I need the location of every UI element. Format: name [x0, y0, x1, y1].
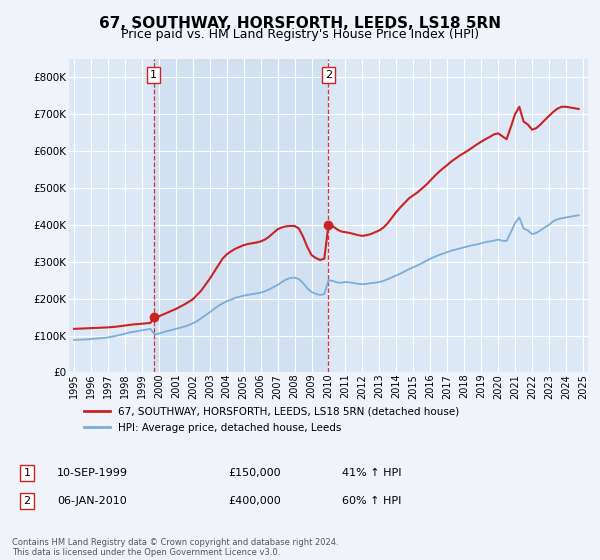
Text: 2: 2 — [23, 496, 31, 506]
Text: Price paid vs. HM Land Registry's House Price Index (HPI): Price paid vs. HM Land Registry's House … — [121, 28, 479, 41]
Text: 60% ↑ HPI: 60% ↑ HPI — [342, 496, 401, 506]
Text: 1: 1 — [23, 468, 31, 478]
Text: 41% ↑ HPI: 41% ↑ HPI — [342, 468, 401, 478]
Text: 67, SOUTHWAY, HORSFORTH, LEEDS, LS18 5RN: 67, SOUTHWAY, HORSFORTH, LEEDS, LS18 5RN — [99, 16, 501, 31]
Legend: 67, SOUTHWAY, HORSFORTH, LEEDS, LS18 5RN (detached house), HPI: Average price, d: 67, SOUTHWAY, HORSFORTH, LEEDS, LS18 5RN… — [79, 402, 464, 438]
Text: Contains HM Land Registry data © Crown copyright and database right 2024.
This d: Contains HM Land Registry data © Crown c… — [12, 538, 338, 557]
Text: 1: 1 — [151, 70, 157, 80]
Bar — [154, 59, 328, 372]
Text: 2: 2 — [325, 70, 332, 80]
Text: £400,000: £400,000 — [228, 496, 281, 506]
Text: £150,000: £150,000 — [228, 468, 281, 478]
Text: 10-SEP-1999: 10-SEP-1999 — [57, 468, 128, 478]
Text: 06-JAN-2010: 06-JAN-2010 — [57, 496, 127, 506]
